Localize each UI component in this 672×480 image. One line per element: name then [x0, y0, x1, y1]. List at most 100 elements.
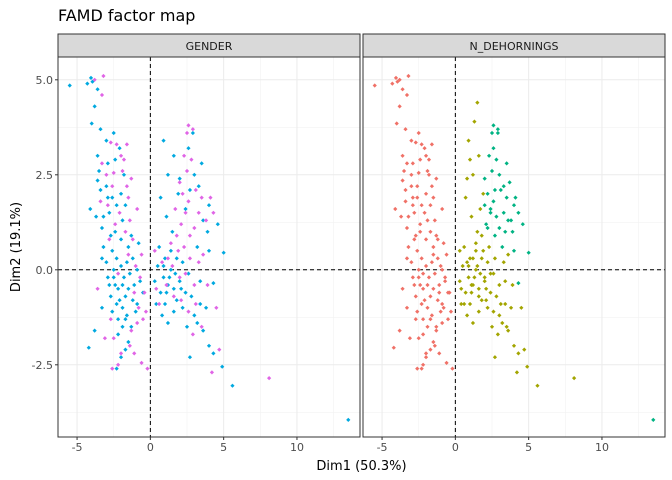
data-point — [114, 203, 119, 208]
data-point — [416, 170, 421, 176]
data-point — [192, 282, 197, 288]
data-point — [416, 275, 421, 280]
data-point — [198, 279, 203, 284]
data-point — [403, 199, 408, 204]
data-point — [491, 309, 496, 314]
data-point — [85, 81, 90, 86]
data-point — [651, 417, 656, 422]
data-point — [437, 351, 442, 356]
data-point — [133, 263, 138, 269]
data-point — [500, 320, 505, 326]
data-point — [492, 355, 498, 360]
data-point — [190, 332, 195, 337]
data-point — [431, 244, 436, 250]
data-point — [121, 275, 127, 280]
data-point — [179, 222, 184, 227]
data-point — [215, 222, 220, 227]
y-tick-label: 0.0 — [36, 264, 54, 277]
data-point — [111, 336, 116, 341]
data-point — [124, 142, 130, 147]
data-point — [431, 195, 436, 200]
data-point — [117, 210, 122, 215]
data-point — [155, 263, 160, 269]
data-point — [467, 157, 473, 162]
data-point — [437, 282, 442, 288]
data-point — [157, 244, 162, 250]
data-point — [507, 180, 512, 185]
facet-panel: GENDER — [57, 33, 361, 438]
data-point — [488, 206, 493, 212]
data-point — [98, 199, 103, 204]
data-point — [132, 282, 137, 288]
data-point — [482, 279, 487, 284]
data-point — [463, 195, 468, 200]
data-point — [174, 256, 179, 261]
data-point — [506, 252, 511, 257]
data-point — [473, 248, 478, 253]
data-point — [457, 279, 462, 284]
data-point — [139, 360, 144, 365]
data-point — [472, 119, 477, 124]
data-point — [99, 256, 105, 261]
data-point — [108, 317, 113, 322]
data-point — [391, 345, 396, 350]
data-point — [425, 168, 430, 174]
data-point — [401, 168, 407, 174]
y-tick-label: 2.5 — [36, 169, 54, 182]
data-point — [516, 351, 521, 356]
data-point — [118, 153, 124, 158]
data-point — [418, 229, 423, 234]
data-point — [183, 271, 188, 276]
x-axis-tick-labels: -5 0 5 10 -5 0 5 10 — [72, 437, 609, 454]
data-point — [187, 187, 193, 193]
data-point — [476, 286, 481, 291]
data-point — [206, 203, 212, 208]
data-point — [179, 286, 184, 291]
data-point — [104, 172, 109, 177]
data-point — [475, 229, 480, 234]
data-point — [67, 83, 72, 88]
data-point — [438, 263, 443, 269]
data-point — [510, 229, 515, 234]
data-point — [397, 328, 402, 333]
data-point — [196, 184, 201, 189]
data-point — [467, 301, 473, 307]
data-point — [107, 210, 112, 215]
data-point — [511, 343, 517, 348]
data-point — [217, 347, 222, 352]
data-point — [130, 237, 135, 242]
data-point — [110, 309, 115, 314]
data-point — [101, 73, 106, 79]
data-point — [187, 256, 193, 261]
data-point — [421, 271, 426, 276]
data-point — [470, 320, 476, 326]
data-point — [180, 191, 185, 196]
data-point — [464, 313, 470, 318]
data-point — [183, 210, 188, 215]
data-point — [184, 130, 190, 136]
data-point — [423, 351, 429, 356]
data-point — [441, 241, 446, 246]
data-point — [107, 237, 112, 242]
data-point — [126, 252, 131, 257]
data-point — [113, 222, 118, 227]
data-point — [500, 244, 505, 250]
data-point — [120, 305, 125, 310]
data-point — [105, 161, 110, 166]
data-point — [230, 383, 235, 388]
data-point — [419, 366, 424, 371]
data-point — [434, 328, 439, 333]
data-point — [171, 286, 176, 291]
data-point — [413, 317, 418, 322]
data-point — [95, 87, 100, 92]
panel-background — [58, 57, 360, 437]
data-point — [201, 218, 206, 223]
data-point — [95, 153, 100, 158]
data-point — [418, 157, 423, 162]
x-tick-label: 10 — [290, 441, 304, 454]
data-point — [135, 320, 140, 326]
data-series — [372, 73, 455, 371]
data-point — [498, 187, 503, 193]
data-point — [403, 127, 408, 132]
data-point — [482, 203, 487, 208]
